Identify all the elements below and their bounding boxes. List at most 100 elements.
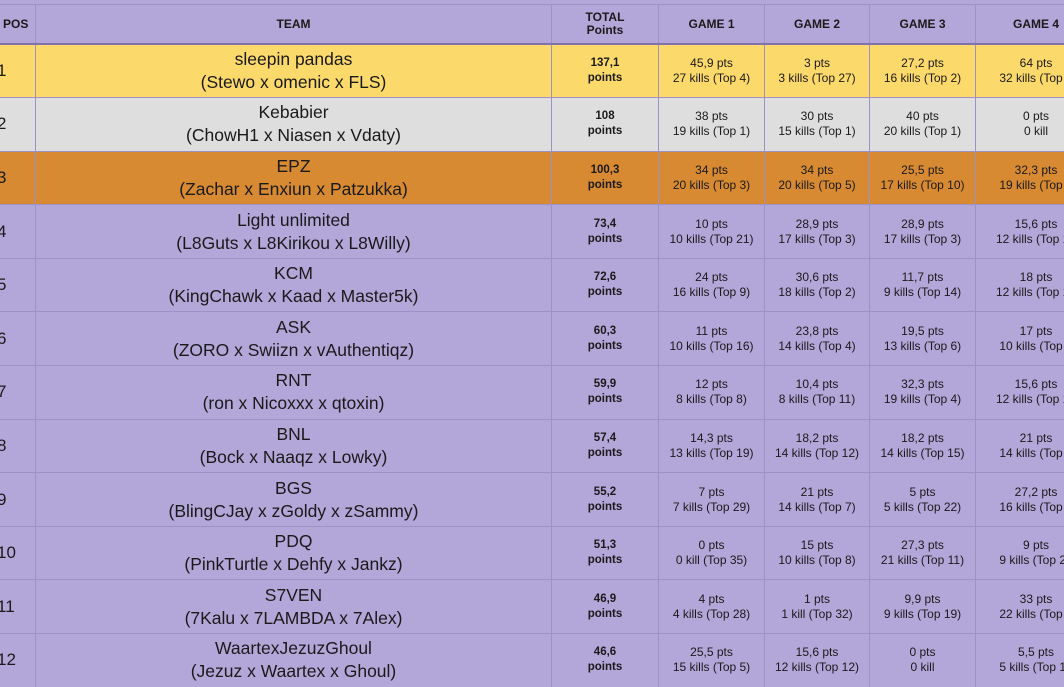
position-cell: 1 [0,43,36,99]
game-kills: 16 kills (Top 9) [672,285,751,300]
table-row: 9BGS(BlingCJay x zGoldy x zSammy)55,2poi… [0,472,1064,527]
total-points-unit: points [587,607,623,620]
total-points-value: 57,4 [593,431,617,444]
game-1-cell: 45,9 pts 27 kills (Top 4) [658,43,765,99]
game-3-cell: 9,9 pts 9 kills (Top 19) [869,579,976,635]
position-cell: 9 [0,472,36,527]
game-2-cell: 21 pts 14 kills (Top 7) [764,472,870,527]
game-3-cell: 19,5 pts 13 kills (Top 6) [869,311,976,367]
game-2-cell: 23,8 pts 14 kills (Top 4) [764,311,870,367]
team-players: (BlingCJay x zGoldy x zSammy) [168,500,419,521]
game-kills: 19 kills (Top 4) [883,392,962,407]
table-row: 3EPZ(Zachar x Enxiun x Patzukka)100,3poi… [0,150,1064,206]
game-points: 14,3 pts [690,430,733,445]
game-kills: 14 kills (Top 8 [999,445,1064,460]
game-kills: 14 kills (Top 7) [778,499,856,514]
game-2-cell: 18,2 pts 14 kills (Top 12) [764,418,870,474]
team-players: (PinkTurtle x Dehfy x Jankz) [184,554,403,575]
game-2-cell: 30,6 pts 18 kills (Top 2) [764,257,870,313]
game-kills: 5 kills (Top 19 [999,660,1064,675]
game-points: 0 pts [1022,109,1049,124]
total-points-value: 137,1 [590,57,620,70]
team-cell: ASK (ZORO x Swiizn x vAuthentiqz) [35,311,552,367]
team-name: Light unlimited [237,209,350,230]
team-name: S7VEN [264,584,323,605]
game-4-cell: 0 pts 0 kill [975,97,1064,152]
game-points: 45,9 pts [690,56,733,71]
game-1-cell: 12 pts 8 kills (Top 8) [658,365,765,420]
total-points-cell: 72,6 points [551,257,659,313]
team-players: (ZORO x Swiizn x vAuthentiqz) [172,339,415,360]
game-3-cell: 40 pts 20 kills (Top 1) [869,97,976,152]
game-points: 21 pts [800,484,834,499]
game-2-cell: 3 pts 3 kills (Top 27) [764,43,870,99]
game-2-cell: 30 pts 15 kills (Top 1) [764,97,870,152]
game-3-cell: 5 pts 5 kills (Top 22) [869,472,976,527]
table-row: 7RNT(ron x Nicoxxx x qtoxin)59,9points12… [0,365,1064,420]
game-points: 15,6 pts [1014,377,1058,392]
game-points: 19,5 pts [901,323,944,338]
game-points: 4 pts [698,591,725,606]
total-points-cell: 100,3 points [551,150,659,206]
team-players: (L8Guts x L8Kirikou x L8Willy) [176,232,411,253]
game-points: 40 pts [906,109,939,124]
team-cell: WaartexJezuzGhoul (Jezuz x Waartex x Ghou… [35,633,552,687]
game-kills: 17 kills (Top 3) [883,231,962,246]
position-cell: 12 [0,633,36,687]
game-points: 30,6 pts [795,270,839,285]
game-points: 28,9 pts [901,216,944,231]
team-name: sleepin pandas [234,49,353,70]
game-points: 33 pts [1019,591,1053,606]
table-row: 8BNL(Bock x Naaqz x Lowky)57,4points14,3… [0,418,1064,474]
total-points-unit: points [587,339,623,352]
game-kills: 15 kills (Top 5) [672,660,751,675]
team-players: (Zachar x Enxiun x Patzukka) [179,178,408,199]
game-points: 34 pts [695,162,728,177]
game-points: 9 pts [1022,538,1049,553]
team-name: WaartexJezuzGhoul [215,638,372,659]
game-kills: 16 kills (Top 2) [883,71,962,86]
total-points-value: 100,3 [590,163,620,176]
game-1-header: GAME 1 [658,4,765,45]
total-points-value: 60,3 [593,324,617,337]
game-kills: 5 kills (Top 22) [883,499,962,514]
game-2-cell: 34 pts 20 kills (Top 5) [764,150,870,206]
team-players: (Jezuz x Waartex x Ghoul) [190,661,397,682]
game-3-cell: 0 pts 0 kill [869,633,976,687]
game-kills: 8 kills (Top 11) [778,392,856,407]
team-cell: EPZ (Zachar x Enxiun x Patzukka) [35,150,552,206]
game-kills: 21 kills (Top 11) [880,553,965,568]
total-header: TOTAL Points [551,4,659,45]
total-points-value: 51,3 [593,539,617,552]
game-kills: 0 kill (Top 35) [675,553,748,568]
table-row: 6ASK(ZORO x Swiizn x vAuthentiqz)60,3poi… [0,311,1064,367]
team-name: PDQ [274,531,313,552]
team-name: RNT [275,370,312,391]
total-points-cell: 57,4 points [551,418,659,474]
team-name: BNL [276,423,311,444]
game-points: 32,3 pts [1014,162,1058,177]
game-points: 28,9 pts [795,216,839,231]
total-points-unit: points [587,393,623,406]
game-1-cell: 38 pts 19 kills (Top 1) [658,97,765,152]
game-points: 27,2 pts [1014,484,1058,499]
team-cell: Kebabier (ChowH1 x Niasen x Vdaty) [35,97,552,152]
total-points-unit: points [587,178,623,191]
team-cell: BNL (Bock x Naaqz x Lowky) [35,418,552,474]
game-1-cell: 0 pts 0 kill (Top 35) [658,525,765,581]
position-cell: 4 [0,204,36,259]
game-3-cell: 27,3 pts 21 kills (Top 11) [869,525,976,581]
game-4-header: GAME 4 [975,4,1064,45]
game-2-cell: 28,9 pts 17 kills (Top 3) [764,204,870,259]
position-cell: 5 [0,257,36,313]
game-kills: 14 kills (Top 15) [880,445,965,460]
game-kills: 0 kill [1023,124,1048,139]
game-points: 27,3 pts [901,538,944,553]
game-kills: 7 kills (Top 29) [672,499,751,514]
game-kills: 16 kills (Top 5 [999,499,1064,514]
